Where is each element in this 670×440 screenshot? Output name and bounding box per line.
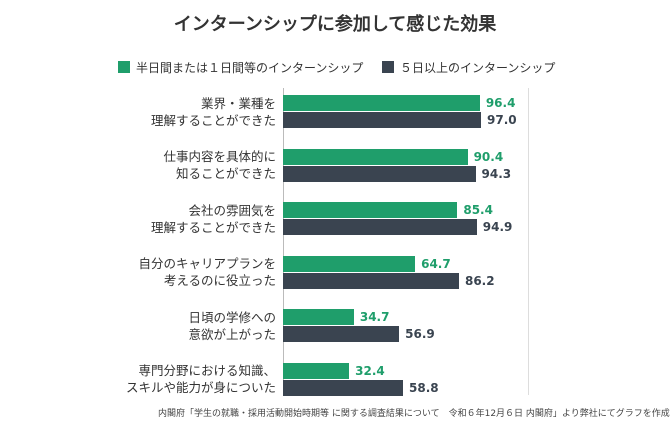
bar: [283, 112, 482, 128]
value-label: 90.4: [473, 149, 504, 164]
value-label: 94.9: [482, 220, 513, 234]
bar: [283, 95, 480, 111]
value-label: 96.4: [485, 96, 516, 110]
bar: [283, 165, 476, 182]
value-label: 97.0: [487, 113, 517, 127]
value-label: 94.3: [481, 166, 512, 181]
category-label: 自分のキャリアプランを 考えるのに役立った: [138, 256, 276, 288]
value-label: 85.4: [463, 203, 493, 217]
bar: [283, 202, 458, 218]
value-label: 56.9: [405, 327, 435, 341]
category-label: 専門分野における知識、 スキルや能力が身についた: [125, 363, 276, 395]
axis-line: [283, 88, 284, 395]
bar: [283, 309, 354, 325]
category-label: 日頃の学修への 意欲が上がった: [188, 309, 276, 342]
bar: [283, 326, 400, 342]
chart-title: インターンシップに参加して感じた効果: [173, 14, 497, 35]
source-note: 内閣府「学生の就職・採用活動開始時期等 に関する調査結果について 令和６年12月…: [158, 409, 670, 419]
bar: [283, 362, 350, 379]
bar: [283, 219, 477, 235]
bar: [283, 379, 404, 396]
bar: [283, 272, 459, 289]
value-label: 32.4: [355, 363, 385, 378]
value-label: 58.8: [409, 380, 439, 395]
bar: [283, 255, 416, 272]
legend-swatch: [382, 61, 394, 73]
category-label: 仕事内容を具体的に 知ることができた: [163, 149, 276, 181]
value-label: 64.7: [421, 256, 451, 271]
grid-line: [528, 88, 529, 395]
value-label: 86.2: [464, 273, 495, 288]
bar: [283, 148, 468, 165]
legend-swatch: [118, 61, 130, 73]
legend-label: 半日間または１日間等のインターンシップ: [136, 61, 364, 75]
category-label: 業界・業種を 理解することができた: [150, 95, 276, 128]
legend-label: ５日以上のインターンシップ: [400, 61, 556, 75]
value-label: 34.7: [359, 310, 390, 324]
category-label: 会社の雰囲気を 理解することができた: [150, 202, 276, 235]
